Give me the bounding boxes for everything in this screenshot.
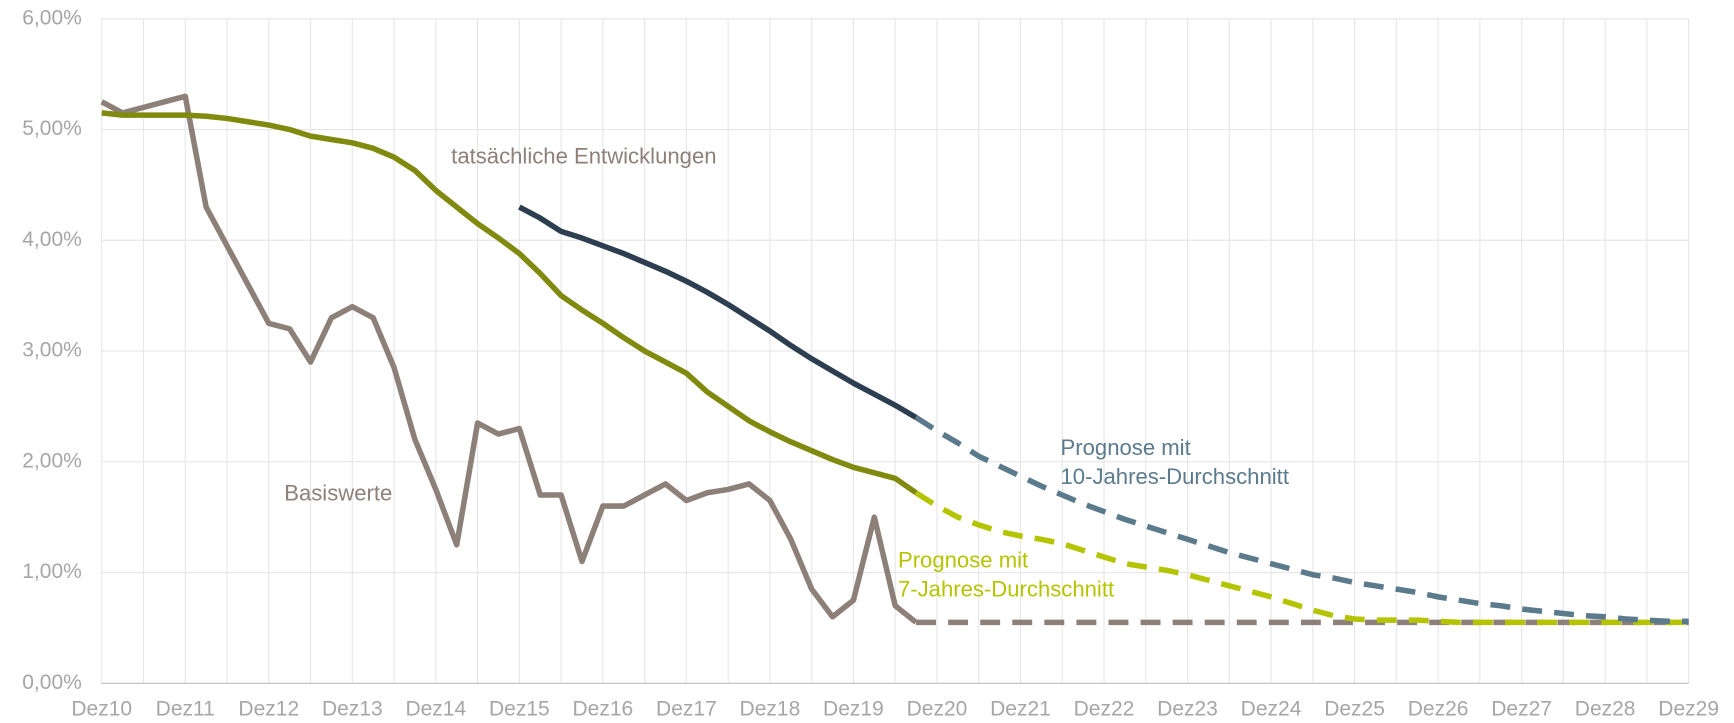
y-tick-label: 6,00% (22, 6, 82, 29)
x-tick-label: Dez19 (823, 697, 884, 720)
data-line (518, 204, 918, 420)
data-line (101, 110, 918, 496)
x-tick-label: Dez23 (1157, 697, 1218, 720)
annotation: Basiswerte (284, 480, 392, 505)
y-tick-label: 2,00% (22, 449, 82, 472)
x-tick-label: Dez15 (489, 697, 550, 720)
data-line (100, 93, 918, 625)
x-tick-label: Dez11 (156, 697, 215, 720)
annotation: tatsächliche Entwicklungen (451, 144, 716, 169)
forecast-line (914, 490, 1689, 626)
y-tick-label: 3,00% (22, 339, 82, 362)
y-tick-label: 4,00% (22, 228, 82, 251)
x-tick-label: Dez18 (740, 697, 801, 720)
forecast-line (914, 415, 1689, 625)
x-tick-label: Dez17 (656, 697, 717, 720)
x-tick-label: Dez26 (1408, 697, 1469, 720)
x-tick-label: Dez14 (405, 697, 466, 720)
annotation: Prognose mit (898, 548, 1028, 573)
x-tick-label: Dez22 (1074, 697, 1135, 720)
x-tick-label: Dez10 (71, 697, 132, 720)
x-tick-label: Dez25 (1324, 697, 1385, 720)
x-tick-label: Dez24 (1241, 697, 1302, 720)
y-tick-label: 0,00% (22, 671, 82, 694)
x-tick-label: Dez16 (573, 697, 634, 720)
x-tick-label: Dez29 (1658, 697, 1719, 720)
x-tick-label: Dez27 (1491, 697, 1552, 720)
x-tick-label: Dez21 (990, 697, 1051, 720)
annotation: Prognose mit (1061, 435, 1191, 460)
y-tick-label: 1,00% (22, 560, 82, 583)
annotation: 10-Jahres-Durchschnitt (1061, 464, 1289, 489)
y-tick-label: 5,00% (22, 117, 82, 140)
x-tick-label: Dez20 (907, 697, 968, 720)
x-tick-label: Dez13 (322, 697, 383, 720)
annotation: 7-Jahres-Durchschnitt (898, 576, 1114, 601)
x-tick-label: Dez12 (238, 697, 299, 720)
x-tick-label: Dez28 (1575, 697, 1636, 720)
